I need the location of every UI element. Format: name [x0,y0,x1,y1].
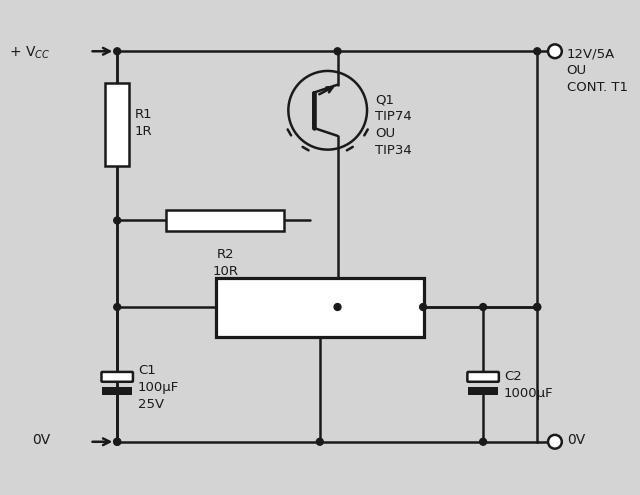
Circle shape [334,48,341,55]
Circle shape [479,303,486,310]
Bar [102,387,132,395]
FancyBboxPatch shape [467,372,499,382]
Text: R1
1R: R1 1R [135,107,152,138]
Circle shape [114,48,121,55]
FancyBboxPatch shape [102,372,133,382]
Bar [216,278,424,337]
Circle shape [548,435,562,448]
Text: + V$_{CC}$: + V$_{CC}$ [9,45,51,61]
Text: 2: 2 [324,326,332,339]
Circle shape [548,45,562,58]
Text: CI - 1: CI - 1 [303,290,337,303]
Circle shape [114,439,121,445]
Text: 7812: 7812 [303,311,337,324]
Circle shape [316,439,323,445]
Bar [468,387,498,395]
Circle shape [534,48,541,55]
Circle shape [479,439,486,445]
Text: C2
1000μF: C2 1000μF [504,370,554,400]
Circle shape [534,303,541,310]
Text: C1
100μF
25V: C1 100μF 25V [138,364,179,411]
Circle shape [114,303,121,310]
Bar [166,209,284,231]
Circle shape [114,217,121,224]
Text: 0V: 0V [566,433,585,447]
Text: 3: 3 [410,276,418,289]
Circle shape [334,303,341,310]
Text: 0V: 0V [32,433,51,447]
Circle shape [534,303,541,310]
Circle shape [114,439,121,445]
Bar [106,83,129,166]
Text: Q1
TIP74
OU
TIP34: Q1 TIP74 OU TIP34 [375,93,412,157]
Text: R2
10R: R2 10R [212,248,238,278]
Text: 1: 1 [221,276,229,289]
Circle shape [420,303,426,310]
Text: 12V/5A
OU
CONT. T1: 12V/5A OU CONT. T1 [566,48,628,95]
